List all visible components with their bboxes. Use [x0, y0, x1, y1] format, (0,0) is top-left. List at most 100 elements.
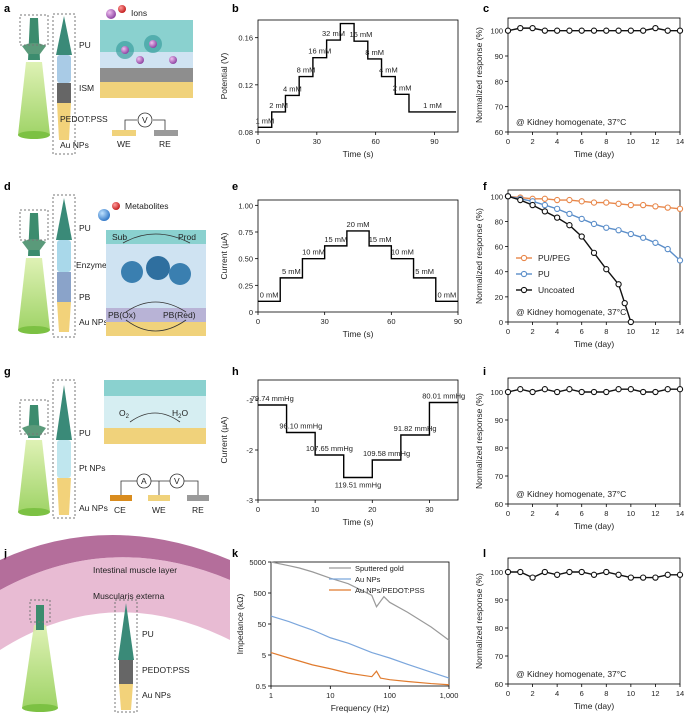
- electrode-re: RE: [192, 505, 204, 515]
- data-point: [639, 201, 647, 209]
- data-point: [639, 574, 647, 581]
- x-axis-label: Time (day): [574, 701, 614, 711]
- ion-icon: [106, 9, 116, 19]
- y-tick-label: 70: [495, 103, 503, 112]
- y-tick-label: 100: [490, 27, 503, 36]
- panel-letter-a: a: [4, 3, 11, 15]
- layer-label: PU: [79, 223, 91, 233]
- y-tick-label: 0: [249, 308, 253, 317]
- y-axis-label: Normalized response (%): [474, 393, 484, 489]
- legend-metabolites: Metabolites: [125, 201, 168, 211]
- panel-letter-i: i: [483, 366, 486, 378]
- data-point: [627, 574, 635, 581]
- panel-g: g PU Pt NPs Au NPs O2 H2O: [4, 366, 209, 519]
- step-label: 8 mM: [365, 48, 384, 57]
- y-tick-label: 100: [490, 388, 503, 397]
- data-point: [627, 201, 635, 209]
- chart-k: k 1 10 100 1,000 0.5 5 50 500 5000 Frequency (Hz) I…: [232, 548, 458, 713]
- data-point: [578, 568, 585, 576]
- x-tick-label: 6: [580, 137, 584, 146]
- y-tick-label: 0.16: [238, 34, 253, 43]
- x-tick-label: 0: [506, 509, 510, 518]
- y-tick-label: 90: [495, 596, 503, 605]
- y-tick-label: 60: [495, 128, 503, 137]
- data-point: [639, 234, 647, 241]
- data-point: [517, 24, 524, 32]
- probe-icon: [18, 14, 50, 139]
- step-label: 0 mM: [438, 290, 457, 299]
- x-axis-label: Time (day): [574, 339, 614, 349]
- step-line: [258, 230, 458, 303]
- data-point: [652, 24, 659, 32]
- data-point: [541, 208, 549, 215]
- data-point: [603, 266, 610, 273]
- data-point: [621, 299, 628, 307]
- data-point: [603, 199, 610, 206]
- step-label: 15 mM: [369, 235, 392, 244]
- data-point: [541, 568, 549, 576]
- step-label: 5 mM: [282, 267, 301, 276]
- y-tick-label: 0.75: [238, 228, 253, 237]
- layer-label: PU: [79, 40, 91, 50]
- y-tick-label: 1.00: [238, 201, 253, 210]
- legend-ions: Ions: [131, 8, 147, 18]
- x-tick-label: 12: [651, 137, 659, 146]
- h2o-label-tail: O: [181, 408, 188, 418]
- data-point: [664, 27, 671, 34]
- plot-frame: [507, 17, 681, 133]
- layer-label: PU: [142, 629, 154, 639]
- step-label: 20 mM: [347, 220, 370, 229]
- x-tick-label: 1,000: [440, 691, 459, 700]
- y-tick-label: 90: [495, 416, 503, 425]
- x-axis-label: Frequency (Hz): [331, 703, 390, 713]
- chart-h: h 0 10 20 30 -3 -2 -1 Time (s) Current (µA) 79.74 …: [219, 366, 465, 527]
- reaction-label: PB(Red): [163, 310, 196, 320]
- x-tick-label: 90: [454, 317, 462, 326]
- data-point: [553, 388, 561, 396]
- step-label: 1 mM: [255, 116, 274, 125]
- y-tick-label: 0: [499, 318, 503, 327]
- x-tick-label: 0: [506, 689, 510, 698]
- panel-a: a PU ISM PEDOT:PSS Au NPs: [4, 3, 193, 155]
- data-point: [566, 386, 573, 393]
- y-tick-label: 5000: [249, 558, 266, 567]
- y-axis-label: Normalized response (%): [474, 27, 484, 123]
- h2o-subscript: 2: [178, 414, 182, 420]
- panel-letter-j: j: [3, 548, 7, 560]
- data-point: [664, 245, 671, 253]
- step-label: 10 mM: [391, 248, 414, 257]
- meter-v: V: [174, 476, 180, 486]
- x-tick-label: 12: [651, 509, 659, 518]
- y-tick-label: 500: [253, 589, 266, 598]
- layer-label: PB: [79, 292, 91, 302]
- panel-letter-h: h: [232, 366, 239, 378]
- data-point: [578, 27, 585, 34]
- x-tick-label: 8: [604, 137, 608, 146]
- y-tick-label: 80: [495, 217, 503, 226]
- probe-icon: [18, 399, 50, 516]
- y-tick-label: 60: [495, 243, 503, 252]
- svg-text:O2: O2: [119, 408, 130, 420]
- data-point: [603, 27, 610, 34]
- layer-label: Enzyme: [76, 260, 107, 270]
- x-tick-label: 10: [627, 137, 635, 146]
- y-tick-label: 70: [495, 472, 503, 481]
- data-point: [578, 198, 585, 205]
- x-tick-label: 20: [368, 505, 376, 514]
- panel-j: j Intestinal muscle layer Muscularis ext…: [0, 535, 230, 713]
- step-label: 107.65 mmHg: [306, 444, 353, 453]
- y-tick-label: 0.08: [238, 128, 253, 137]
- y-tick-label: 40: [495, 268, 503, 277]
- x-axis-label: Time (s): [343, 517, 374, 527]
- layer-label: PU: [79, 428, 91, 438]
- data-point: [676, 27, 684, 34]
- data-point: [517, 196, 524, 204]
- legend-label: Uncoated: [538, 285, 575, 295]
- data-point: [553, 571, 561, 578]
- x-tick-label: 0: [506, 137, 510, 146]
- y-axis-label: Normalized response (%): [474, 208, 484, 304]
- step-line: [258, 401, 458, 479]
- electrode-we: WE: [117, 139, 131, 149]
- legend-label: Sputtered gold: [355, 564, 404, 573]
